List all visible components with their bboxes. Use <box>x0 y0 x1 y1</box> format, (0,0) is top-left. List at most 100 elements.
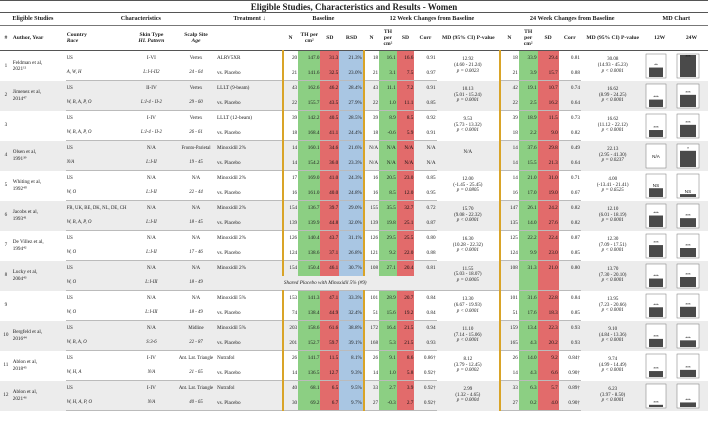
w12-th: 2.7 <box>379 380 397 396</box>
md-bar <box>679 401 696 407</box>
w12-corr: 0.81 <box>414 260 437 276</box>
table-row: 12 Ablon et al, 2021⁴⁶ US I-IV Ant. Lat. Tria… <box>0 380 708 411</box>
md-bar <box>679 150 696 167</box>
w12-corr: 0.80 <box>426 235 436 242</box>
baseline-n: 14 <box>281 140 299 156</box>
baseline-th: 158.6 <box>298 320 321 336</box>
treatment-name: vs. Placebo <box>215 126 283 141</box>
w24-th <box>518 276 538 291</box>
w24-n: 18 <box>499 50 519 66</box>
study-author: Feldman et al, 2021¹² <box>12 51 66 81</box>
study-number: 6 <box>0 200 12 231</box>
md-12w-ci: (5.03 - 18.07) <box>454 272 482 278</box>
w12-corr: 0.87 <box>414 216 437 231</box>
md-bar <box>649 129 664 137</box>
md-chart-c12: NS <box>644 171 675 201</box>
md-12w-ci: (4.60 - 21.24) <box>454 62 482 68</box>
md-significance-label: *** <box>685 301 691 306</box>
baseline-n: 14 <box>281 156 299 171</box>
study-race: W, H, A, P, O <box>65 396 127 411</box>
md-bar <box>679 94 696 107</box>
w12-sd: 32.7 <box>396 200 415 216</box>
w12-n: 139 <box>362 216 380 231</box>
baseline-n: 39 <box>281 110 299 126</box>
study-age: 18 - 45 <box>176 216 216 231</box>
md-chart-c24: *** <box>674 320 708 351</box>
study-author <box>12 291 66 321</box>
md-bar <box>649 404 664 407</box>
w24-corr: 0.80 <box>558 260 581 276</box>
md-chart-c12: *** <box>644 260 675 291</box>
md-24w-p: p = 0.0001 <box>601 218 624 224</box>
table-row: W, O L:I-III 18 - 49 vs. Placebo 74 138.4 44.9… <box>0 306 708 321</box>
baseline-sd: 6.5 <box>320 380 340 396</box>
md-chart-c12: *** <box>644 291 675 321</box>
w24-corr: 0.64 <box>558 96 581 111</box>
md-bar-chart: *** <box>676 83 700 108</box>
w12-corr: 0.93 <box>414 336 437 351</box>
md-chart-c24: *** <box>675 231 708 261</box>
md-24w-p: p < 0.0001 <box>601 68 624 74</box>
baseline-rsd: 39.1% <box>339 336 364 351</box>
md-24w-value: 30.08 <box>607 57 619 63</box>
w12-sd: 7.2 <box>396 80 415 96</box>
baseline-th: 152.7 <box>298 336 321 351</box>
md-24w-ci: (11.12 - 22.12) <box>597 122 628 128</box>
md-24w-p: p < 0.0001 <box>601 278 624 284</box>
md-12w-ci: (9.08 - 22.32) <box>454 212 482 218</box>
study-author: Whiting et al, 1992⁴⁰ <box>12 171 66 201</box>
w24-corr: 0.64 <box>558 156 581 171</box>
baseline-sd: 59.7 <box>320 336 340 351</box>
baseline-n: 40 <box>281 380 299 396</box>
w24-th: 13.4 <box>518 320 538 336</box>
study-number: 8 <box>0 260 12 291</box>
w12-corr: 0.97 <box>414 66 437 81</box>
col-country: Country Race <box>65 25 127 51</box>
w12-sd: 7.5 <box>396 66 415 81</box>
md-24w: 4.00 (-13.41 - 21.41) p = 0.6525 <box>581 171 644 201</box>
w12-n: N/A <box>362 140 380 156</box>
study-hl-pattern: N/A <box>126 366 177 381</box>
md-bar-chart: *** <box>646 203 667 228</box>
w24-n: 14 <box>499 366 519 381</box>
md-significance-label: *** <box>685 243 691 248</box>
w12-corr: 0.92† <box>414 366 437 381</box>
md-bar <box>649 99 664 107</box>
shared-placebo-note: Shared Placebo with Minoxidil 5% (#9) <box>282 276 501 291</box>
author-year: 2014⁴⁷ <box>12 95 27 102</box>
group-treatment[interactable]: Treatment ↓ <box>215 13 283 26</box>
md-12w-p: p < 0.0001 <box>456 308 479 314</box>
w24-sd: 16.2 <box>537 96 559 111</box>
baseline-th: 155.7 <box>298 96 321 111</box>
md-24w-p: p < 0.0001 <box>601 308 624 314</box>
study-race: A, W, H <box>65 66 127 81</box>
study-skin-type: I-VI <box>146 55 156 62</box>
study-race: W, B, A, O <box>65 336 127 351</box>
col-12-n: N <box>363 25 380 51</box>
md-24w-p: p < 0.0001 <box>601 128 624 134</box>
w12-n: 101 <box>362 290 380 306</box>
w12-corr: 0.84 <box>426 295 436 302</box>
table-row: 5 Whiting et al, 1992⁴⁰ US N/A N/A Minoxidil 2… <box>0 170 708 198</box>
md-24w-ci: (7.23 - 20.66) <box>598 302 627 308</box>
md-24w-ci: (6.01 - 18.19) <box>598 212 627 218</box>
study-hl-pattern: L:I-III <box>126 306 177 321</box>
md-12w-p: p = 0.0002 <box>456 368 479 374</box>
md-chart-c12: *** <box>644 200 675 231</box>
md-bar-chart: *** <box>646 293 667 318</box>
md-12w-ci: (-1.45 - 25.45) <box>453 182 483 188</box>
study-author: Lucky et al, 2004⁴³ <box>11 260 66 291</box>
w24-corr: 0.67 <box>558 186 581 201</box>
w12-th: 20.5 <box>379 170 397 186</box>
w12-n: 108 <box>362 260 380 276</box>
md-12w: 15.70 (9.08 - 22.32) p < 0.0001 <box>436 200 501 231</box>
author-year: 1993⁴¹ <box>12 215 27 222</box>
md-bar-chart: *** <box>676 323 700 348</box>
w24-n: 108 <box>499 260 519 276</box>
md-24w: 22.13 (2.95 - 41.30) p = 0.0237 <box>580 140 645 171</box>
baseline-n: 203 <box>281 320 299 336</box>
w24-sd: 27.6 <box>537 216 559 231</box>
md-24w: 16.62 (8.99 - 24.25) p < 0.0001 <box>580 80 645 111</box>
w24-n: 14 <box>499 170 519 186</box>
w24-n: 159 <box>499 320 519 336</box>
